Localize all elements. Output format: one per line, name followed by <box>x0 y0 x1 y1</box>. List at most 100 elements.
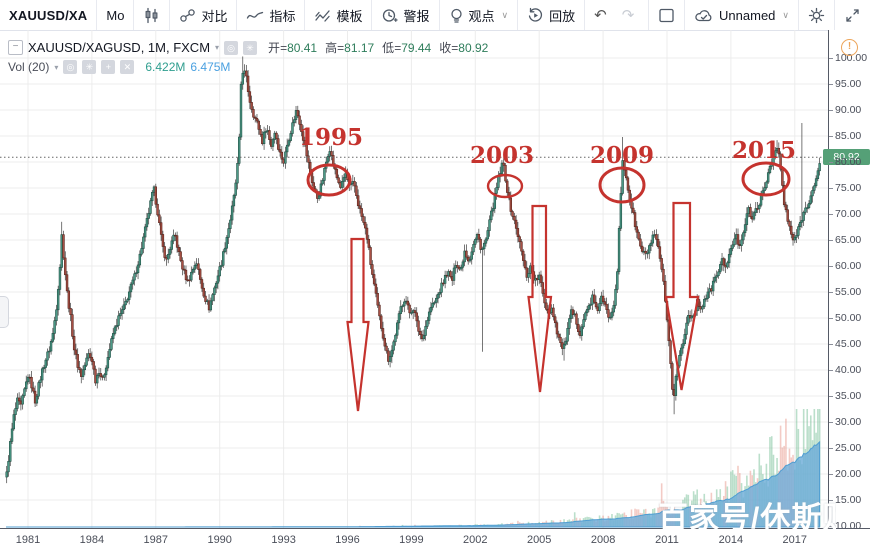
price-tick-mark <box>829 109 833 111</box>
candle-body <box>250 102 253 110</box>
candle-body <box>552 307 555 318</box>
peak-circle-annotation <box>306 163 352 197</box>
drawing-toolbar-handle[interactable] <box>0 296 9 328</box>
candle-body <box>522 250 525 261</box>
candle-body <box>147 213 150 219</box>
year-tick-label: 1999 <box>399 534 424 546</box>
candle-body <box>51 333 55 342</box>
symbol-label: XAUUSD/XA <box>9 7 88 23</box>
candle-body <box>364 222 367 229</box>
candle-body <box>202 287 205 297</box>
candle-body <box>353 181 356 187</box>
candle-body <box>376 293 379 306</box>
candle-body <box>484 238 488 244</box>
candle-body <box>300 123 303 132</box>
candle-body <box>115 325 118 328</box>
warning-icon[interactable]: ! <box>841 39 858 56</box>
candle-body <box>360 208 363 217</box>
candle-body <box>637 231 640 240</box>
candle-body <box>358 205 362 209</box>
replay-button[interactable]: 回放 <box>518 0 586 30</box>
candle-body <box>422 335 426 340</box>
indicators-button[interactable]: 指标 <box>237 0 306 30</box>
candle-body <box>223 247 227 252</box>
redo-button[interactable]: ↷ <box>621 6 635 24</box>
fullscreen-button[interactable] <box>834 0 870 30</box>
candle-body <box>129 283 133 293</box>
candle-body <box>197 263 200 270</box>
candle-body <box>355 185 358 196</box>
chevron-down-icon[interactable]: ▾ <box>54 62 59 72</box>
candle-body <box>777 147 781 155</box>
volume-legend: Vol (20) ▾ ◎ ✳ + ✕ 6.422M 6.475M <box>8 60 230 74</box>
price-tick-mark <box>829 447 833 449</box>
price-tick-label: 85.00 <box>835 130 862 142</box>
candle-body <box>649 242 653 246</box>
candle-body <box>435 297 438 303</box>
candle-body <box>136 264 140 274</box>
candle-body <box>564 340 568 345</box>
candle-body <box>323 167 326 181</box>
alert-button[interactable]: 警报 <box>372 0 440 30</box>
candle-body <box>610 311 614 318</box>
candle-body <box>399 306 402 314</box>
ideas-button[interactable]: 观点 ∨ <box>440 0 519 30</box>
candle-body <box>342 177 346 182</box>
candle-body <box>120 309 124 314</box>
candle-body <box>154 186 157 205</box>
series-title: XAUUSD/XAGUSD, 1M, FXCM <box>28 40 211 55</box>
candle-body <box>662 268 665 282</box>
chevron-down-icon[interactable]: ▾ <box>215 43 220 52</box>
candle-body <box>85 357 88 366</box>
candle-body <box>433 302 436 304</box>
volume-value: 6.422M <box>145 60 186 74</box>
close-icon[interactable]: ✕ <box>120 60 135 74</box>
gear-icon[interactable]: ✳ <box>82 60 97 74</box>
year-tick-label: 2011 <box>655 534 679 546</box>
price-tick-label: 100.00 <box>835 52 868 64</box>
symbol-button[interactable]: XAUUSD/XA <box>0 0 98 30</box>
time-axis[interactable]: 1981 1984 1987 1990 1993 1996 1999 2002 2005 2008… <box>0 528 870 549</box>
candle-body <box>745 213 749 225</box>
compare-button[interactable]: 对比 <box>170 0 238 30</box>
candle-body <box>614 289 617 306</box>
layout-select-button[interactable] <box>648 0 684 30</box>
candle-body <box>397 313 401 324</box>
plus-icon[interactable]: + <box>101 60 116 74</box>
templates-button[interactable]: 模板 <box>305 0 373 30</box>
price-tick-label: 90.00 <box>835 104 862 116</box>
candle-body <box>798 221 802 227</box>
chart-style-button[interactable] <box>134 0 171 30</box>
candle-body <box>131 279 134 285</box>
year-tick-label: 2014 <box>718 534 744 546</box>
candle-body <box>108 349 111 358</box>
candle-body <box>624 169 628 179</box>
candle-body <box>417 320 420 332</box>
eye-icon[interactable]: ◎ <box>63 60 78 74</box>
candle-body <box>383 337 386 347</box>
candle-body <box>678 355 681 367</box>
candle-body <box>255 118 259 122</box>
year-tick-label: 2005 <box>526 534 552 546</box>
candle-body <box>413 310 417 314</box>
year-tick-label: 1987 <box>143 534 169 546</box>
chart-canvas[interactable]: 1995 2003 2009 2015 <box>0 30 870 549</box>
candle-body <box>367 238 370 248</box>
price-axis[interactable]: 80.92 100.00 95.00 90.00 85.00 80.00 75.00 70.… <box>823 30 870 532</box>
interval-button[interactable]: Mo <box>97 0 135 30</box>
gear-icon[interactable]: ✳ <box>243 40 258 55</box>
cloud-save-button[interactable]: Unnamed ∨ <box>684 0 798 30</box>
candle-body <box>25 381 28 390</box>
candle-body <box>539 274 543 283</box>
candle-body <box>42 367 46 370</box>
eye-icon[interactable]: ◎ <box>224 40 239 55</box>
settings-button[interactable] <box>798 0 834 30</box>
candle-body <box>385 345 388 352</box>
candle-body <box>690 315 694 319</box>
chart-area[interactable]: 1995 2003 2009 2015 80.92 100.00 95.00 90.00 8… <box>0 30 870 549</box>
price-tick-mark <box>829 525 833 527</box>
candle-body <box>218 266 221 277</box>
undo-button[interactable]: ↶ <box>594 6 607 24</box>
legend-collapse-button[interactable]: − <box>8 40 23 55</box>
